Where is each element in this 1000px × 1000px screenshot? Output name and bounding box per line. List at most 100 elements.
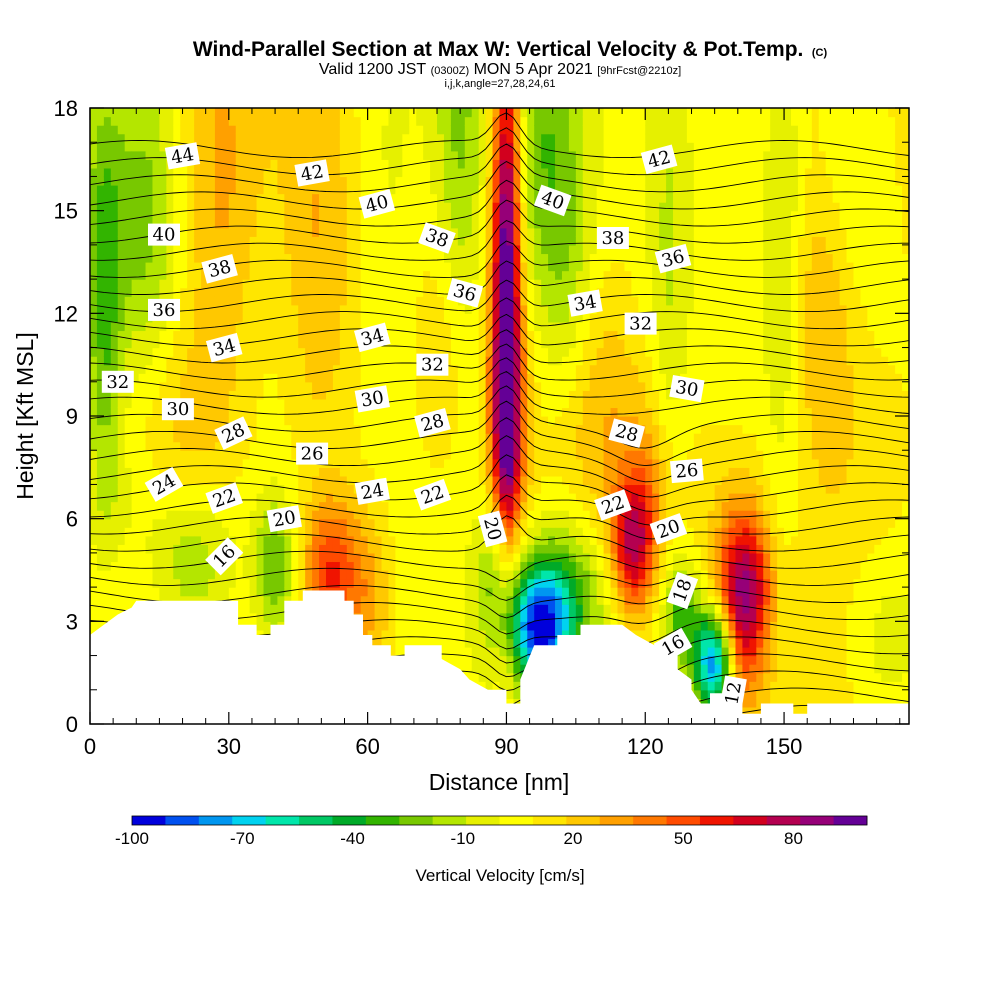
velocity-cell	[235, 159, 244, 169]
velocity-cell	[506, 664, 514, 674]
velocity-cell	[492, 621, 501, 631]
velocity-cell	[159, 595, 167, 605]
velocity-cell	[402, 621, 410, 631]
velocity-cell	[90, 570, 98, 580]
velocity-cell	[437, 287, 445, 297]
velocity-cell	[228, 510, 237, 520]
velocity-cell	[360, 142, 369, 152]
velocity-cell	[513, 629, 521, 640]
velocity-cell	[131, 150, 140, 160]
velocity-cell	[492, 407, 501, 417]
velocity-cell	[117, 356, 126, 366]
velocity-cell	[249, 210, 258, 220]
velocity-cell	[180, 424, 188, 434]
velocity-cell	[339, 236, 348, 246]
velocity-cell	[437, 612, 445, 622]
velocity-cell	[277, 219, 285, 229]
velocity-cell	[96, 185, 105, 195]
velocity-cell	[450, 270, 459, 280]
velocity-cell	[110, 279, 119, 289]
velocity-cell	[145, 270, 154, 280]
velocity-cell	[298, 544, 306, 554]
velocity-cell	[388, 116, 396, 126]
velocity-cell	[103, 193, 112, 203]
velocity-cell	[353, 313, 362, 323]
velocity-cell	[443, 202, 452, 212]
velocity-cell	[159, 347, 167, 357]
velocity-cell	[520, 227, 528, 237]
velocity-cell	[166, 202, 174, 212]
velocity-cell	[187, 116, 195, 126]
velocity-cell	[374, 287, 383, 297]
velocity-cell	[450, 210, 459, 220]
velocity-cell	[180, 262, 188, 272]
velocity-cell	[561, 304, 570, 314]
velocity-cell	[395, 390, 403, 400]
velocity-cell	[513, 321, 521, 332]
velocity-cell	[332, 167, 341, 178]
velocity-cell	[312, 142, 320, 152]
velocity-cell	[201, 561, 209, 571]
velocity-cell	[561, 133, 570, 143]
velocity-cell	[478, 373, 487, 383]
velocity-cell	[124, 296, 133, 306]
velocity-cell	[319, 219, 327, 229]
velocity-cell	[492, 595, 501, 605]
velocity-cell	[207, 321, 216, 332]
velocity-cell	[145, 578, 154, 588]
velocity-cell	[409, 475, 417, 486]
velocity-cell	[166, 373, 174, 383]
velocity-cell	[284, 219, 292, 229]
velocity-cell	[402, 125, 410, 135]
velocity-cell	[513, 193, 521, 203]
velocity-cell	[457, 552, 466, 563]
velocity-cell	[527, 142, 535, 152]
velocity-cell	[242, 193, 251, 203]
velocity-cell	[443, 116, 452, 126]
velocity-cell	[395, 450, 403, 460]
velocity-cell	[492, 493, 501, 503]
velocity-cell	[152, 424, 161, 434]
velocity-cell	[471, 219, 480, 229]
velocity-cell	[284, 561, 292, 571]
velocity-cell	[249, 167, 258, 178]
velocity-cell	[312, 108, 320, 118]
velocity-cell	[527, 167, 535, 178]
velocity-cell	[214, 133, 223, 143]
velocity-cell	[298, 518, 306, 528]
velocity-cell	[381, 313, 390, 323]
velocity-cell	[270, 612, 278, 622]
velocity-cell	[284, 578, 292, 588]
velocity-cell	[194, 356, 202, 366]
velocity-cell	[131, 219, 140, 229]
velocity-cell	[437, 638, 445, 648]
velocity-cell	[291, 108, 299, 118]
velocity-cell	[381, 304, 390, 314]
velocity-cell	[207, 108, 216, 118]
velocity-cell	[367, 125, 376, 135]
velocity-cell	[423, 150, 431, 160]
velocity-cell	[270, 433, 278, 443]
velocity-cell	[548, 244, 556, 255]
velocity-cell	[180, 441, 188, 451]
velocity-cell	[499, 296, 508, 306]
velocity-cell	[548, 373, 556, 383]
velocity-cell	[381, 595, 390, 605]
velocity-cell	[214, 142, 223, 152]
velocity-cell	[520, 570, 528, 580]
velocity-cell	[131, 595, 140, 605]
velocity-cell	[90, 244, 98, 255]
velocity-cell	[187, 296, 195, 306]
velocity-cell	[416, 304, 424, 314]
velocity-cell	[513, 227, 521, 237]
velocity-cell	[298, 493, 306, 503]
velocity-cell	[228, 441, 237, 451]
velocity-cell	[194, 535, 202, 545]
velocity-cell	[485, 253, 494, 263]
velocity-cell	[464, 561, 473, 571]
velocity-cell	[374, 227, 383, 237]
velocity-cell	[471, 381, 480, 391]
velocity-cell	[277, 433, 285, 443]
velocity-cell	[353, 227, 362, 237]
velocity-cell	[235, 518, 244, 528]
